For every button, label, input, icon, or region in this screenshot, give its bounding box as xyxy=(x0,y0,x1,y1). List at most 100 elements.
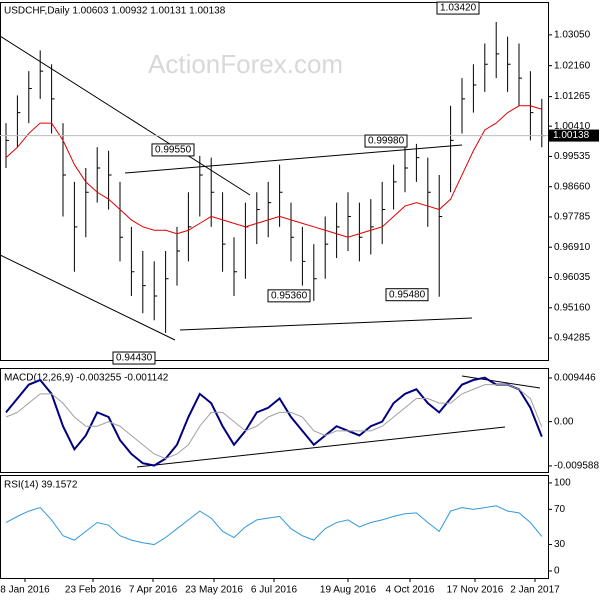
macd-title: MACD(12,26,9) -0.003255 -0.001142 xyxy=(4,373,169,384)
price-bar xyxy=(450,105,454,193)
y-tick-label: 0.99535 xyxy=(554,151,591,162)
trendline xyxy=(0,35,251,196)
price-bar xyxy=(541,98,545,148)
y-tick-label: 0.00 xyxy=(554,416,574,427)
y-tick-label: 1.01265 xyxy=(554,91,591,102)
moving-average xyxy=(5,105,542,238)
y-tick-label: 0 xyxy=(554,566,560,577)
y-tick-label: 0.96910 xyxy=(554,242,591,253)
price-bar xyxy=(438,174,443,297)
price-bar xyxy=(358,202,363,262)
price-bar xyxy=(73,181,78,272)
price-bar xyxy=(370,199,374,255)
rsi-title: RSI(14) 39.1572 xyxy=(4,480,78,491)
y-tick-label: 1.00410 xyxy=(554,121,591,132)
price-bar xyxy=(5,123,9,169)
y-tick-label: 0.97785 xyxy=(554,212,591,223)
price-bar xyxy=(484,43,488,92)
price-bar xyxy=(199,155,203,217)
price-bar xyxy=(28,71,32,124)
x-tick-label: 4 Oct 2016 xyxy=(386,585,435,596)
price-bar xyxy=(347,192,351,252)
price-bar xyxy=(290,202,294,262)
y-tick-label: 0.98660 xyxy=(554,181,591,192)
price-bar xyxy=(313,244,317,301)
rsi-panel xyxy=(0,475,549,579)
price-bar xyxy=(142,251,146,314)
current-price-label: 1.00138 xyxy=(553,130,590,141)
price-bar xyxy=(461,78,465,134)
trendline xyxy=(179,317,473,331)
x-tick-label: 6 Jul 2016 xyxy=(251,585,298,596)
price-bar xyxy=(472,64,477,113)
trendline xyxy=(0,254,176,341)
price-bar xyxy=(244,202,249,279)
price-bar xyxy=(233,237,237,297)
level-label: 0.99550 xyxy=(155,145,192,156)
price-bar xyxy=(187,192,192,262)
price-bar xyxy=(62,123,66,217)
price-panel xyxy=(0,2,549,361)
price-bar xyxy=(427,157,431,227)
x-tick-label: 23 Feb 2016 xyxy=(65,585,122,596)
price-bar xyxy=(301,226,306,286)
price-bar xyxy=(324,216,329,279)
level-box xyxy=(112,351,156,365)
price-bar xyxy=(336,202,340,258)
price-bar xyxy=(507,36,511,92)
x-tick-label: 7 Apr 2016 xyxy=(129,585,178,596)
x-tick-label: 19 Aug 2016 xyxy=(320,585,377,596)
price-bar xyxy=(119,181,123,262)
price-bar xyxy=(222,192,226,272)
level-box xyxy=(364,134,408,148)
macd-panel xyxy=(0,368,549,473)
indicator-line xyxy=(5,376,543,467)
y-tick-label: 0.009446 xyxy=(554,373,596,384)
level-box xyxy=(385,288,429,302)
level-label: 0.95360 xyxy=(271,290,308,301)
price-bar xyxy=(518,43,522,106)
watermark: ActionForex.com xyxy=(148,49,343,79)
y-tick-label: 30 xyxy=(554,539,566,550)
trendline xyxy=(461,375,541,389)
x-tick-label: 8 Jan 2016 xyxy=(0,585,50,596)
price-bar xyxy=(39,50,44,99)
price-bar xyxy=(393,164,397,210)
trendline xyxy=(124,144,463,174)
price-bar xyxy=(85,168,89,238)
price-bar xyxy=(415,143,420,182)
level-box xyxy=(436,1,480,15)
price-bar xyxy=(51,64,55,134)
price-bar xyxy=(130,226,135,297)
price-bar xyxy=(381,181,386,245)
x-tick-label: 2 Jan 2017 xyxy=(510,585,560,596)
x-tick-label: 23 May 2016 xyxy=(185,585,243,596)
price-bar xyxy=(16,95,21,148)
level-label: 0.99980 xyxy=(368,136,405,147)
level-label: 0.94430 xyxy=(116,353,153,364)
y-tick-label: 70 xyxy=(554,504,566,515)
price-bar xyxy=(256,192,260,245)
level-box xyxy=(267,289,311,303)
price-bar xyxy=(210,157,215,227)
price-bar xyxy=(165,251,169,334)
price-bar xyxy=(267,181,272,238)
y-tick-label: 0.95160 xyxy=(554,302,591,313)
x-tick-label: 17 Nov 2016 xyxy=(447,585,504,596)
current-price-box xyxy=(549,129,599,142)
price-title: USDCHF,Daily 1.00603 1.00932 1.00131 1.0… xyxy=(4,6,226,17)
price-bar xyxy=(176,226,180,286)
y-tick-label: 1.02160 xyxy=(554,60,591,71)
y-tick-label: -0.009588 xyxy=(554,461,599,472)
price-bar xyxy=(153,261,158,321)
price-bar xyxy=(96,147,101,203)
level-box xyxy=(151,143,195,157)
price-bar xyxy=(495,22,500,79)
indicator-line xyxy=(5,384,543,460)
y-tick-label: 0.94285 xyxy=(554,333,591,344)
indicator-line xyxy=(5,505,543,546)
level-label: 1.03420 xyxy=(440,3,477,14)
y-tick-label: 100 xyxy=(554,478,571,489)
trendline xyxy=(136,426,506,468)
